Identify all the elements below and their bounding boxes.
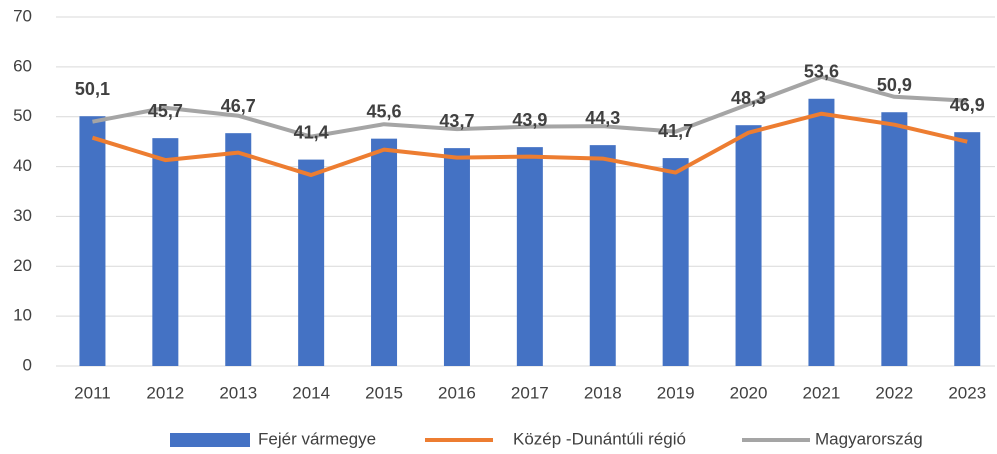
legend-label: Közép -Dunántúli régió: [513, 429, 686, 448]
data-label: 48,3: [731, 88, 766, 108]
data-label: 46,7: [221, 96, 256, 116]
x-tick-label: 2020: [730, 383, 768, 402]
y-tick-label: 10: [13, 306, 32, 325]
legend-swatch: [170, 433, 250, 447]
data-label: 45,7: [148, 101, 183, 121]
bar: [735, 125, 762, 366]
data-label: 41,7: [658, 121, 693, 141]
data-label: 41,4: [294, 122, 329, 142]
bar: [152, 138, 179, 366]
x-tick-label: 2016: [438, 383, 476, 402]
y-tick-label: 70: [13, 6, 32, 25]
x-tick-label: 2022: [875, 383, 913, 402]
data-label: 43,7: [439, 111, 474, 131]
x-tick-label: 2012: [146, 383, 184, 402]
y-tick-label: 40: [13, 156, 32, 175]
data-label: 44,3: [585, 108, 620, 128]
data-label: 53,6: [804, 62, 839, 82]
bar: [443, 148, 470, 366]
bar: [954, 132, 981, 366]
x-tick-label: 2017: [511, 383, 549, 402]
x-tick-label: 2013: [219, 383, 257, 402]
line-series: [91, 111, 968, 178]
y-tick-label: 20: [13, 256, 32, 275]
x-tick-label: 2019: [657, 383, 695, 402]
legend-label: Magyarország: [815, 429, 923, 448]
data-label: 50,1: [75, 79, 110, 99]
x-tick-label: 2023: [948, 383, 986, 402]
x-tick-label: 2018: [584, 383, 622, 402]
data-label: 46,9: [950, 95, 985, 115]
y-tick-label: 30: [13, 206, 32, 225]
x-tick-label: 2021: [803, 383, 841, 402]
bar: [371, 138, 398, 366]
bar: [516, 147, 543, 366]
bar: [662, 158, 689, 366]
data-label: 43,9: [512, 110, 547, 130]
y-tick-label: 0: [23, 355, 32, 374]
data-label: 45,6: [367, 101, 402, 121]
x-tick-label: 2014: [292, 383, 330, 402]
line-series: [92, 74, 968, 139]
bar: [225, 133, 252, 366]
data-label: 50,9: [877, 75, 912, 95]
bar: [79, 116, 106, 366]
legend-label: Fejér vármegye: [258, 429, 376, 448]
bar: [589, 145, 616, 366]
bar: [881, 112, 908, 366]
bar: [808, 98, 835, 366]
x-tick-label: 2015: [365, 383, 403, 402]
y-tick-label: 50: [13, 106, 32, 125]
bar: [298, 159, 325, 366]
y-tick-label: 60: [13, 56, 32, 75]
x-tick-label: 2011: [74, 383, 111, 402]
